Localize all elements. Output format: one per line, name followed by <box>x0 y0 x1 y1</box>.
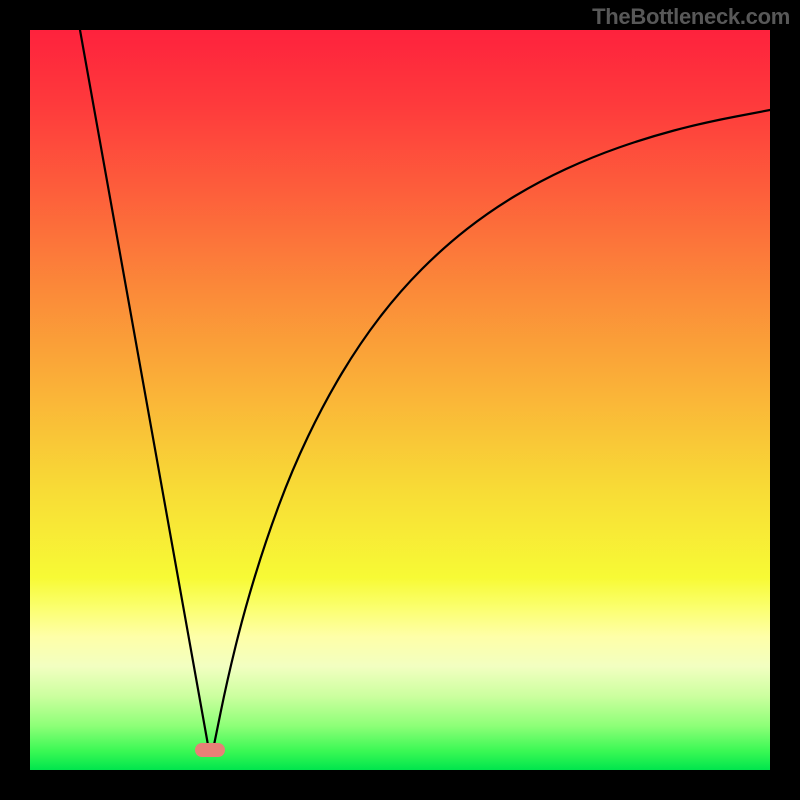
plot-area <box>30 30 770 770</box>
bottleneck-curve <box>30 30 770 770</box>
chart-frame: TheBottleneck.com <box>0 0 800 800</box>
optimal-point-marker <box>195 743 225 757</box>
watermark-text: TheBottleneck.com <box>592 4 790 30</box>
